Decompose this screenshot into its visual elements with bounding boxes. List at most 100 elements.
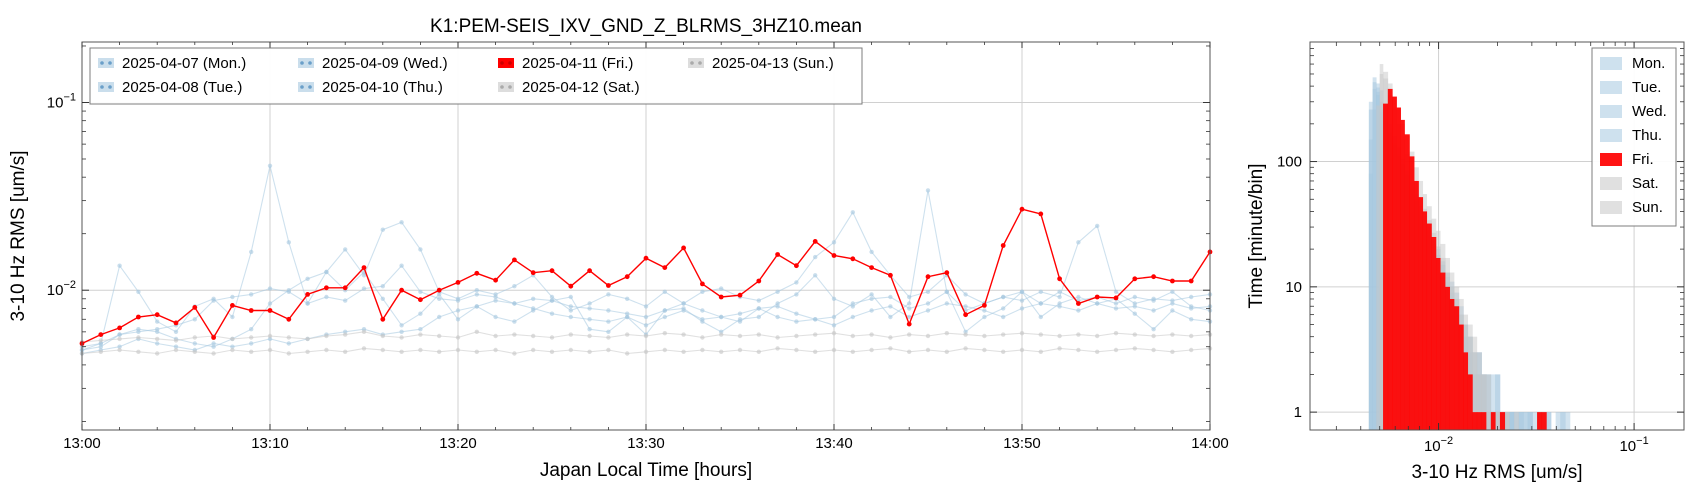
timeseries-point	[267, 347, 273, 353]
histogram-x-tick-label-exp: −1	[1636, 435, 1649, 447]
histogram-bar	[1560, 412, 1566, 430]
timeseries-point	[888, 304, 893, 309]
histogram-legend-entry: Mon.	[1600, 55, 1665, 72]
timeseries-point	[1057, 333, 1062, 339]
timeseries-point	[963, 304, 968, 309]
timeseries-point	[925, 333, 931, 339]
timeseries-x-tick-label: 13:30	[627, 435, 665, 452]
timeseries-point	[963, 346, 968, 351]
timeseries-point	[474, 292, 479, 297]
timeseries-point	[625, 314, 630, 320]
histogram-y-tick-label: 100	[1277, 154, 1302, 171]
histogram-bar	[1454, 306, 1460, 430]
timeseries-point	[1170, 332, 1175, 337]
timeseries-point	[700, 317, 705, 322]
histogram-bar	[1422, 211, 1428, 430]
timeseries-point	[888, 294, 893, 300]
histogram-bar	[1414, 180, 1419, 430]
timeseries-point	[249, 327, 254, 332]
timeseries-point	[587, 301, 592, 306]
timeseries-point	[1151, 308, 1156, 313]
histogram-bar	[1476, 374, 1482, 430]
timeseries-legend-label: 2025-04-07 (Mon.)	[122, 55, 246, 72]
timeseries-point	[1019, 206, 1025, 212]
timeseries-point	[305, 292, 310, 297]
timeseries-point	[211, 344, 216, 349]
timeseries-point	[1151, 298, 1156, 303]
timeseries-point	[643, 323, 649, 328]
timeseries-point	[737, 347, 743, 353]
timeseries-point	[850, 256, 856, 262]
histogram-x-axis-label: 3-10 Hz RMS [um/s]	[1411, 462, 1582, 483]
timeseries-point	[568, 308, 573, 313]
timeseries-point	[286, 316, 292, 322]
histogram-x-tick-label-exp: −2	[1441, 435, 1454, 447]
timeseries-point	[1189, 333, 1194, 339]
timeseries-legend-marker	[300, 61, 304, 65]
timeseries-point	[1095, 301, 1100, 306]
timeseries-legend-swatch	[498, 58, 514, 68]
timeseries-point	[418, 297, 423, 303]
timeseries-point	[173, 320, 179, 326]
timeseries-legend-entry: 2025-04-07 (Mon.)	[98, 55, 246, 72]
histogram-bar	[1383, 103, 1389, 431]
timeseries-point	[681, 332, 686, 337]
histogram-bar	[1467, 374, 1473, 430]
histogram-legend-label: Mon.	[1632, 55, 1665, 72]
timeseries-point	[812, 239, 818, 244]
timeseries-legend-label: 2025-04-10 (Thu.)	[322, 79, 443, 96]
timeseries-point	[455, 308, 461, 313]
histogram-bar	[1387, 88, 1393, 430]
timeseries-point	[587, 268, 592, 274]
timeseries-x-tick-label: 13:00	[63, 435, 101, 452]
timeseries-point	[756, 298, 761, 303]
timeseries-point	[230, 347, 235, 353]
timeseries-point	[850, 314, 855, 320]
timeseries-point	[1001, 306, 1006, 311]
timeseries-point	[324, 333, 329, 339]
timeseries-x-tick-label: 13:10	[251, 435, 289, 452]
timeseries-point	[606, 335, 611, 340]
histogram-bar	[1546, 412, 1552, 430]
timeseries-point	[1001, 294, 1006, 300]
histogram-bar	[1481, 374, 1487, 430]
timeseries-point	[1170, 289, 1175, 294]
timeseries-point	[794, 292, 799, 297]
timeseries-point	[1076, 308, 1081, 313]
timeseries-legend-frame	[89, 47, 863, 105]
timeseries-point	[681, 308, 686, 313]
histogram-y-tick-label: 1	[1294, 404, 1302, 421]
histogram-legend-label: Wed.	[1632, 103, 1667, 120]
timeseries-series-2025-04-13	[79, 346, 1213, 356]
timeseries-point	[756, 306, 761, 311]
timeseries-point	[625, 332, 630, 337]
timeseries-y-tick-label: 10−1	[47, 91, 76, 111]
timeseries-point	[944, 289, 949, 294]
timeseries-point	[549, 311, 555, 316]
timeseries-point	[512, 284, 517, 289]
timeseries-point	[173, 344, 179, 349]
timeseries-point	[907, 314, 912, 320]
timeseries-point	[305, 349, 310, 354]
timeseries-point	[173, 347, 179, 353]
timeseries-point	[925, 347, 931, 353]
timeseries-point	[1038, 314, 1044, 320]
timeseries-point	[869, 347, 874, 353]
timeseries-legend-marker	[108, 85, 112, 89]
timeseries-point	[700, 335, 705, 340]
timeseries-legend-marker	[108, 61, 112, 65]
timeseries-point	[681, 245, 686, 251]
timeseries-legend-marker	[698, 61, 702, 65]
timeseries-point	[1132, 346, 1138, 351]
histogram-legend-entry: Thu.	[1600, 127, 1662, 144]
timeseries-point	[1189, 294, 1194, 300]
timeseries-point	[1151, 333, 1156, 339]
timeseries-point	[267, 301, 273, 306]
timeseries-point	[624, 274, 630, 280]
timeseries-point	[982, 303, 987, 308]
timeseries-point	[155, 341, 160, 346]
timeseries-point	[869, 332, 874, 337]
timeseries-point	[1132, 332, 1138, 337]
histogram-bar	[1509, 412, 1515, 430]
